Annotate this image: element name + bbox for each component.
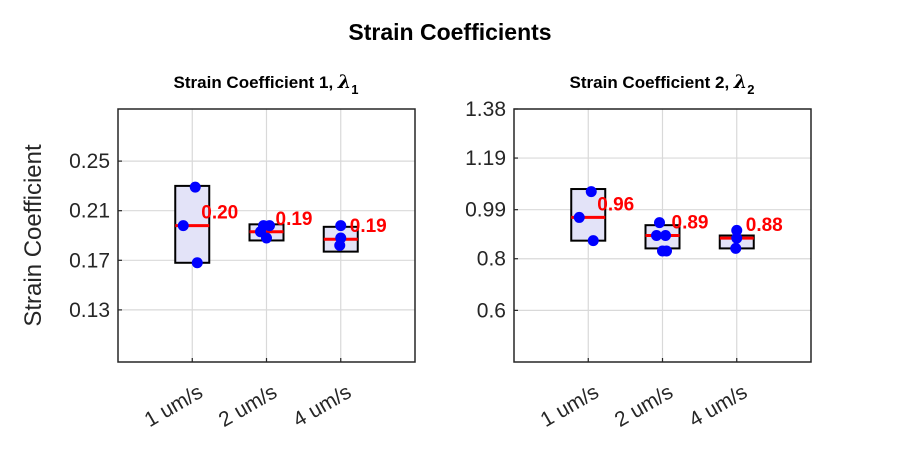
subplot-strain-coefficient-2: Strain Coefficient 2, λ2 0.96 0.89 0.88 0.6 0… bbox=[465, 71, 812, 432]
data-point bbox=[585, 186, 597, 198]
subplot-title-symbol: λ bbox=[733, 71, 747, 93]
data-point bbox=[661, 245, 672, 257]
data-point bbox=[264, 220, 275, 232]
y-axis-label: Strain Coefficient bbox=[20, 144, 47, 327]
y-tick-label: 0.21 bbox=[69, 200, 110, 223]
x-tick-label: 4 um/s bbox=[289, 380, 355, 431]
subplot-title-text: Strain Coefficient 2, bbox=[570, 73, 734, 92]
subplot-title-symbol: λ bbox=[337, 71, 351, 93]
data-point bbox=[177, 220, 189, 232]
x-tick-label: 4 um/s bbox=[685, 380, 751, 431]
y-tick-label: 0.8 bbox=[477, 248, 506, 271]
data-point bbox=[654, 217, 665, 229]
data-point bbox=[587, 235, 599, 247]
data-point bbox=[334, 239, 346, 251]
y-tick-label: 0.99 bbox=[465, 199, 506, 222]
data-point bbox=[261, 232, 272, 244]
subplot-title: Strain Coefficient 1, λ1 bbox=[174, 71, 359, 97]
y-tick-label: 0.6 bbox=[477, 299, 506, 322]
x-tick-label: 2 um/s bbox=[611, 380, 677, 431]
data-point bbox=[731, 232, 743, 244]
data-point bbox=[191, 257, 203, 269]
data-point bbox=[660, 230, 671, 241]
data-point bbox=[189, 181, 201, 193]
data-point bbox=[731, 224, 743, 236]
data-point bbox=[573, 211, 585, 223]
data-point bbox=[651, 230, 662, 241]
y-tick-label: 0.17 bbox=[69, 249, 110, 272]
subplot-title-subscript: 2 bbox=[747, 82, 754, 97]
subplot-title: Strain Coefficient 2, λ2 bbox=[570, 71, 755, 97]
data-point bbox=[335, 220, 347, 232]
median-label-1: 0.96 bbox=[597, 194, 634, 215]
y-tick-label: 1.38 bbox=[465, 98, 506, 121]
subplot-title-text: Strain Coefficient 1, bbox=[174, 73, 338, 92]
median-label-2: 0.19 bbox=[276, 209, 313, 230]
y-tick-label: 1.19 bbox=[465, 147, 506, 170]
y-tick-label: 0.13 bbox=[69, 299, 110, 322]
median-label-1: 0.20 bbox=[201, 203, 238, 224]
median-label-3: 0.19 bbox=[350, 216, 387, 237]
x-tick-label: 1 um/s bbox=[537, 380, 603, 431]
figure-title: Strain Coefficients bbox=[348, 19, 551, 45]
x-tick-label: 2 um/s bbox=[215, 380, 281, 431]
subplot-title-subscript: 1 bbox=[351, 82, 358, 97]
median-label-2: 0.89 bbox=[672, 213, 709, 234]
data-point bbox=[730, 242, 742, 254]
subplot-strain-coefficient-1: Strain Coefficient 1, λ1 0.20 0.19 0.19 0.13… bbox=[20, 71, 416, 432]
y-tick-label: 0.25 bbox=[69, 150, 110, 173]
median-label-3: 0.88 bbox=[746, 215, 783, 236]
x-tick-label: 1 um/s bbox=[141, 380, 207, 431]
